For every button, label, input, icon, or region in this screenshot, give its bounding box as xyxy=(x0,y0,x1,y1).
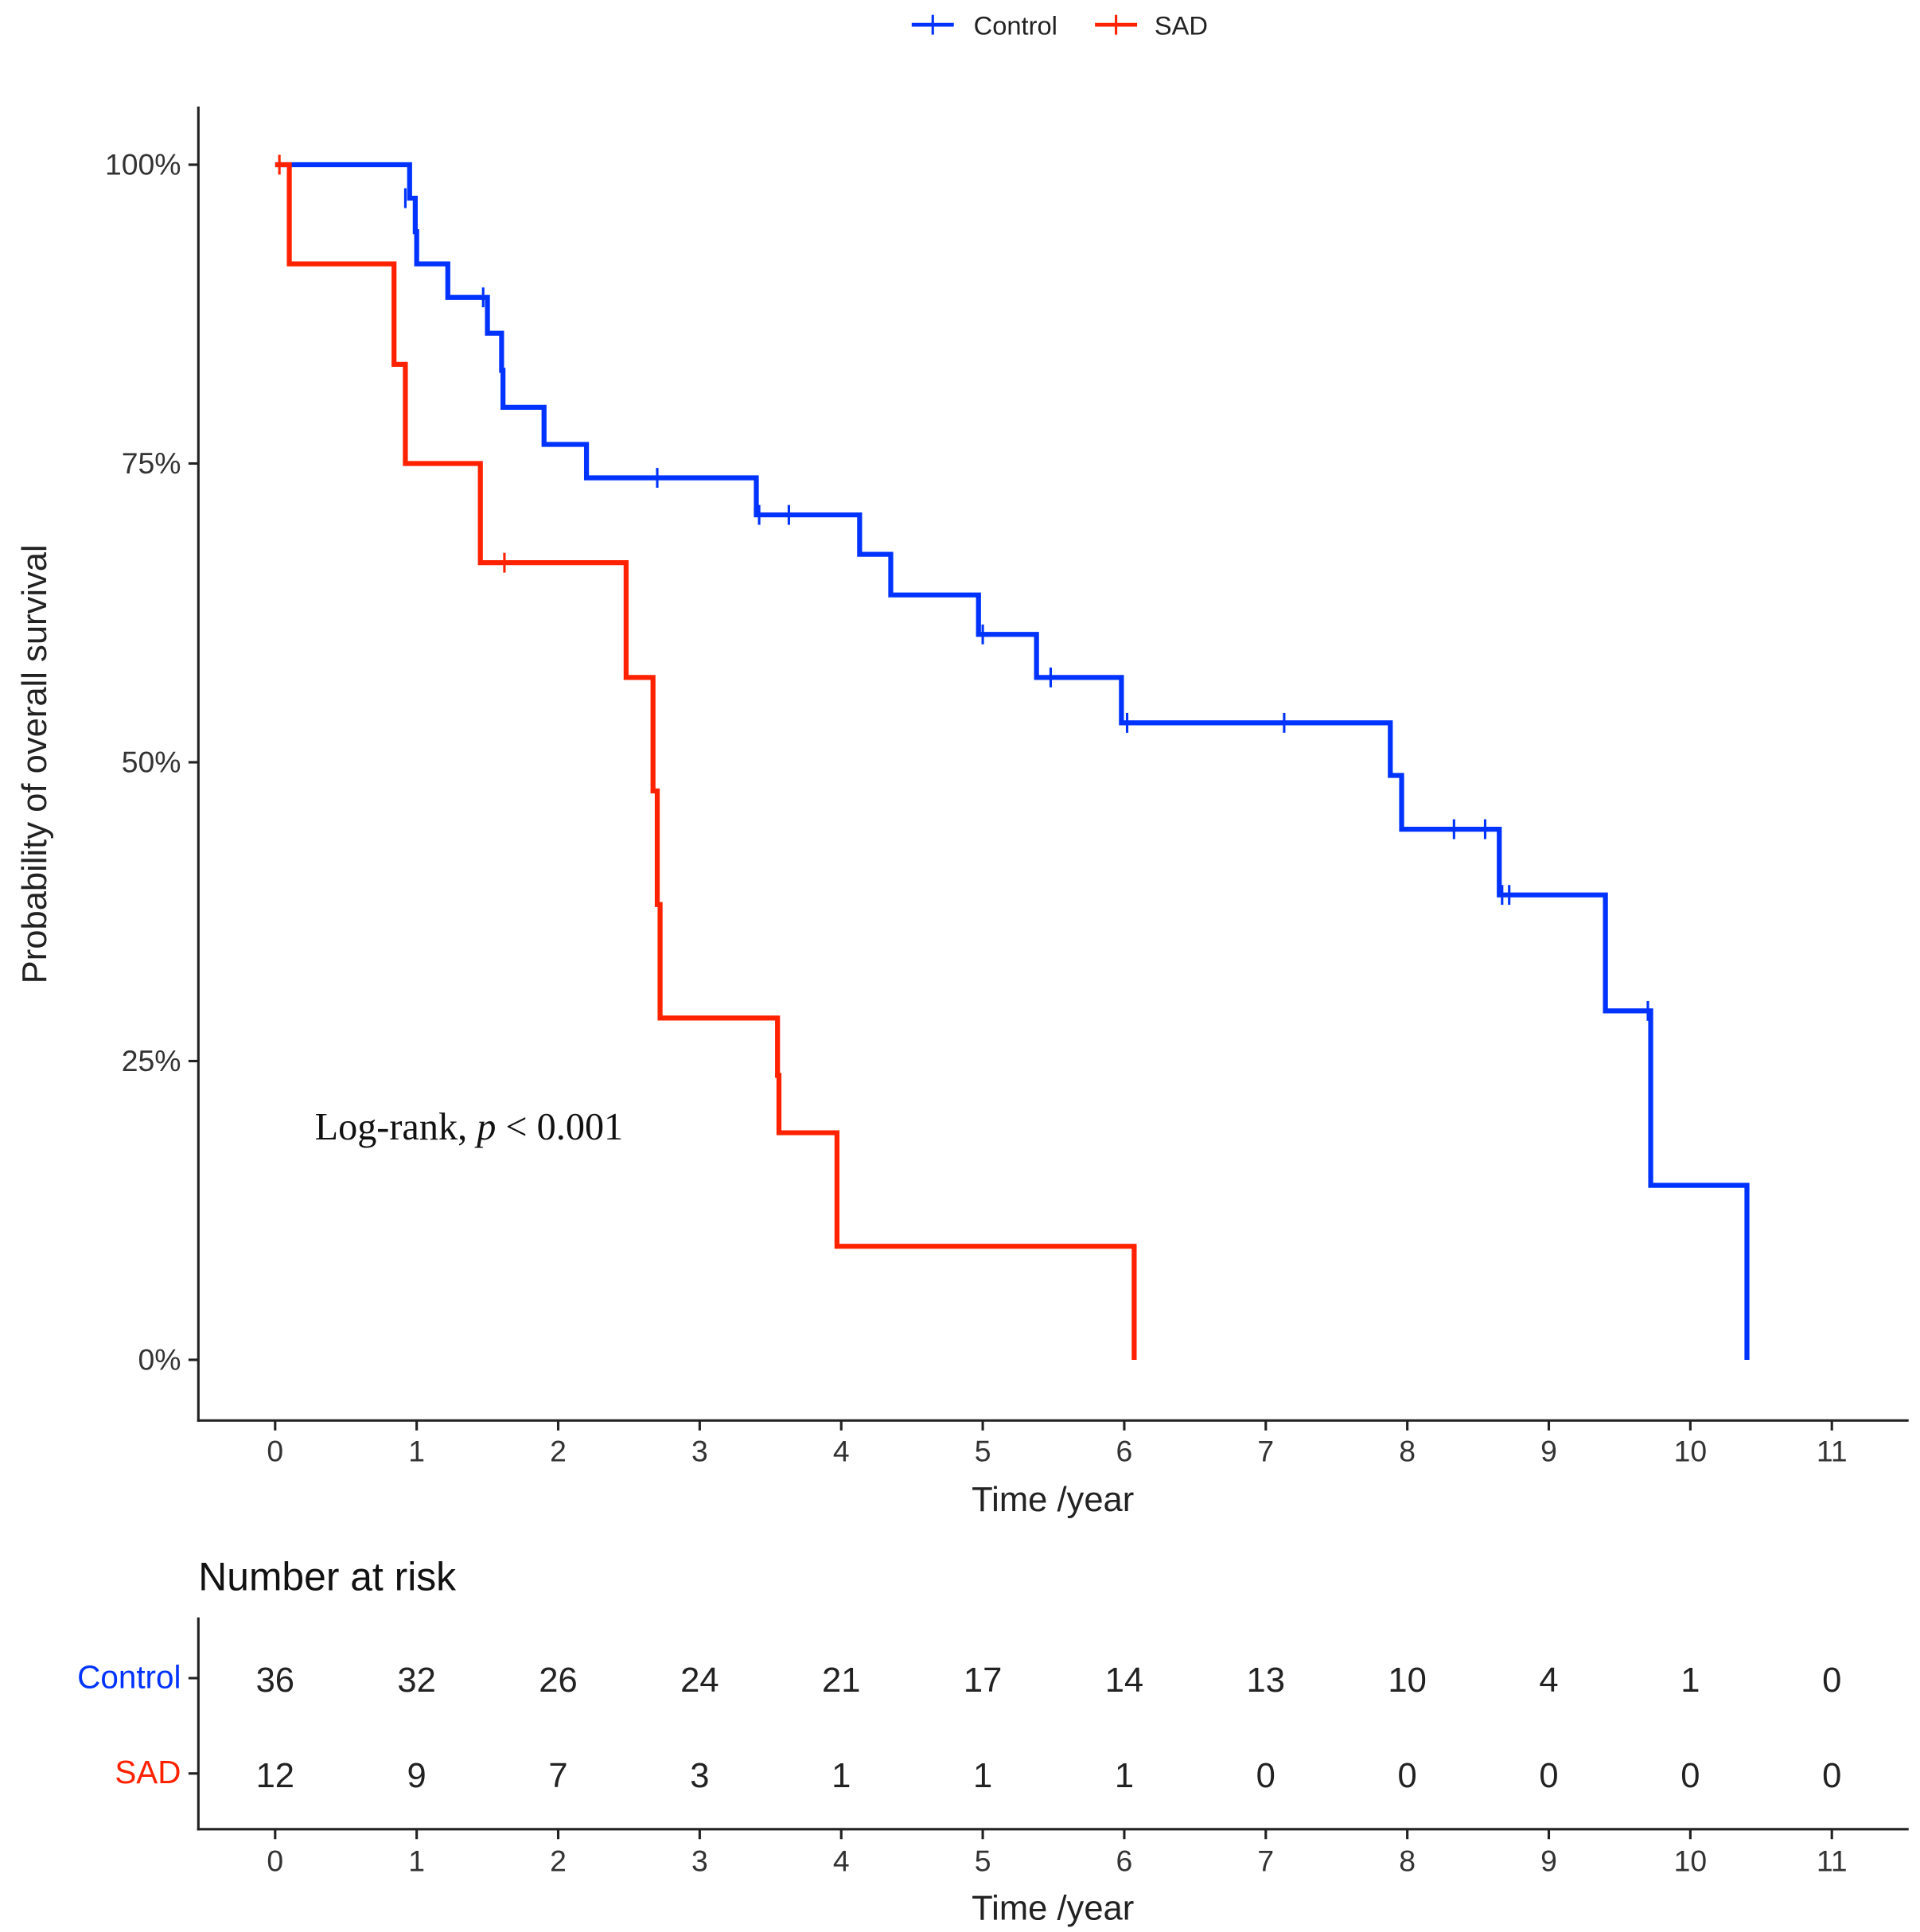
x-tick-label: 3 xyxy=(691,1435,708,1468)
risk-value-sad: 0 xyxy=(1822,1757,1841,1795)
risk-value-sad: 1 xyxy=(831,1757,851,1795)
risk-x-tick-label: 11 xyxy=(1817,1844,1848,1878)
risk-value-control: 36 xyxy=(256,1661,294,1700)
log-rank-annotation: Log-rank, p < 0.001 xyxy=(315,1106,624,1148)
x-tick-label: 10 xyxy=(1674,1435,1708,1468)
x-axis-label: Time /year xyxy=(972,1481,1134,1519)
risk-x-tick-label: 1 xyxy=(408,1844,425,1878)
x-tick-label: 4 xyxy=(833,1435,850,1468)
curve-sad xyxy=(275,162,1137,1360)
x-tick-label: 9 xyxy=(1540,1435,1557,1468)
risk-value-control: 21 xyxy=(822,1661,860,1700)
risk-value-control: 14 xyxy=(1105,1661,1143,1700)
risk-x-tick-label: 10 xyxy=(1674,1844,1708,1878)
risk-value-control: 17 xyxy=(964,1661,1002,1700)
risk-value-sad: 0 xyxy=(1680,1757,1700,1795)
x-tick-label: 5 xyxy=(975,1435,991,1468)
survival-curves xyxy=(275,154,1750,1360)
y-axis-label: Probability of overall survival xyxy=(16,544,54,984)
risk-value-sad: 0 xyxy=(1256,1757,1275,1795)
risk-x-tick-label: 5 xyxy=(975,1844,991,1878)
risk-value-control: 26 xyxy=(539,1661,577,1700)
legend-item-control: Control xyxy=(911,11,1057,41)
legend-label-sad: SAD xyxy=(1155,11,1208,41)
risk-table-title: Number at risk xyxy=(198,1554,456,1599)
x-tick-label: 7 xyxy=(1257,1435,1274,1468)
risk-x-tick-label: 7 xyxy=(1257,1844,1274,1878)
y-tick-label: 75% xyxy=(122,446,181,480)
risk-x-tick-label: 2 xyxy=(550,1844,567,1878)
risk-x-axis-label: Time /year xyxy=(972,1889,1134,1927)
y-tick-label: 50% xyxy=(122,745,181,778)
risk-value-sad: 0 xyxy=(1539,1757,1558,1795)
y-tick-label: 0% xyxy=(138,1342,181,1376)
legend: Control SAD xyxy=(911,11,1208,41)
risk-value-control: 0 xyxy=(1822,1661,1841,1700)
risk-value-sad: 7 xyxy=(548,1757,567,1795)
risk-value-control: 13 xyxy=(1247,1661,1285,1700)
x-tick-label: 11 xyxy=(1817,1435,1848,1468)
risk-value-sad: 3 xyxy=(690,1757,709,1795)
risk-x-tick-label: 6 xyxy=(1116,1844,1133,1878)
risk-row-label-control: Control xyxy=(77,1658,181,1695)
legend-item-sad: SAD xyxy=(1095,11,1208,41)
risk-x-tick-label: 9 xyxy=(1540,1844,1557,1878)
x-tick-label: 0 xyxy=(267,1435,283,1468)
legend-label-control: Control xyxy=(974,11,1057,41)
annotation-suffix: < 0.001 xyxy=(496,1106,623,1148)
risk-value-control: 24 xyxy=(680,1661,719,1700)
risk-x-tick-label: 4 xyxy=(833,1844,850,1878)
risk-value-control: 1 xyxy=(1680,1661,1700,1700)
risk-value-sad: 12 xyxy=(256,1757,294,1795)
x-tick-label: 1 xyxy=(408,1435,425,1468)
risk-value-sad: 9 xyxy=(407,1757,426,1795)
risk-x-tick-label: 3 xyxy=(691,1844,708,1878)
risk-value-control: 10 xyxy=(1388,1661,1426,1700)
risk-row-label-sad: SAD xyxy=(115,1754,181,1790)
x-tick-label: 6 xyxy=(1116,1435,1133,1468)
risk-x-tick-label: 8 xyxy=(1399,1844,1416,1878)
y-ticks: 0% 25% 50% 75% 100% xyxy=(105,147,199,1376)
x-tick-label: 8 xyxy=(1399,1435,1416,1468)
risk-value-sad: 0 xyxy=(1398,1757,1417,1795)
curve-control xyxy=(275,162,1750,1360)
annotation-p: p xyxy=(474,1106,496,1148)
x-ticks: 0 1 2 3 4 5 6 7 8 9 10 11 xyxy=(267,1420,1848,1468)
y-tick-label: 25% xyxy=(122,1044,181,1077)
risk-value-sad: 1 xyxy=(1115,1757,1134,1795)
risk-x-tick-label: 0 xyxy=(267,1844,283,1878)
x-tick-label: 2 xyxy=(550,1435,567,1468)
risk-value-control: 32 xyxy=(397,1661,435,1700)
annotation-prefix: Log-rank, xyxy=(315,1106,477,1148)
y-tick-label: 100% xyxy=(105,147,181,181)
risk-value-sad: 1 xyxy=(973,1757,992,1795)
risk-value-control: 4 xyxy=(1539,1661,1558,1700)
